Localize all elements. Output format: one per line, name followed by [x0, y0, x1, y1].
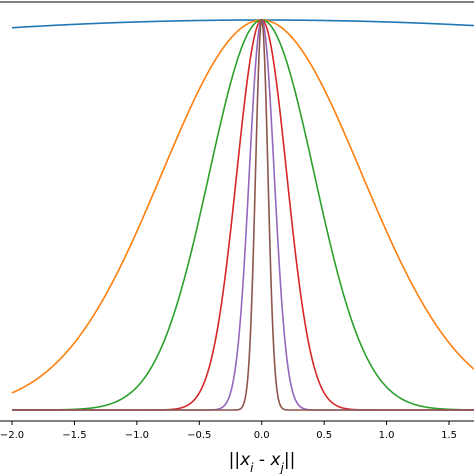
x-tick-label: 1.5: [441, 430, 457, 441]
series-line-2: [11, 19, 474, 394]
series-line-1: [11, 19, 474, 29]
x-tick-layer: −2.0 −1.5 −1.0 −0.5 0.0 0.5 1.0 1.5: [0, 421, 457, 441]
x-tick-label: 1.0: [379, 430, 395, 441]
series-line-3: [12, 19, 474, 411]
series-layer: [11, 18, 474, 411]
x-tick-label: −1.0: [125, 430, 149, 441]
x-tick-label: −1.5: [62, 430, 86, 441]
series-line-4: [12, 19, 474, 411]
series-line-6: [12, 18, 474, 411]
x-tick-label: −2.0: [0, 430, 24, 441]
x-tick-label: 0.5: [316, 430, 332, 441]
x-tick-label: −0.5: [187, 430, 211, 441]
axes-layer: [0, 1, 474, 422]
x-axis-label: ||xi - xj||: [229, 450, 296, 474]
x-tick-label: 0.0: [254, 430, 270, 441]
series-line-5: [12, 19, 474, 411]
